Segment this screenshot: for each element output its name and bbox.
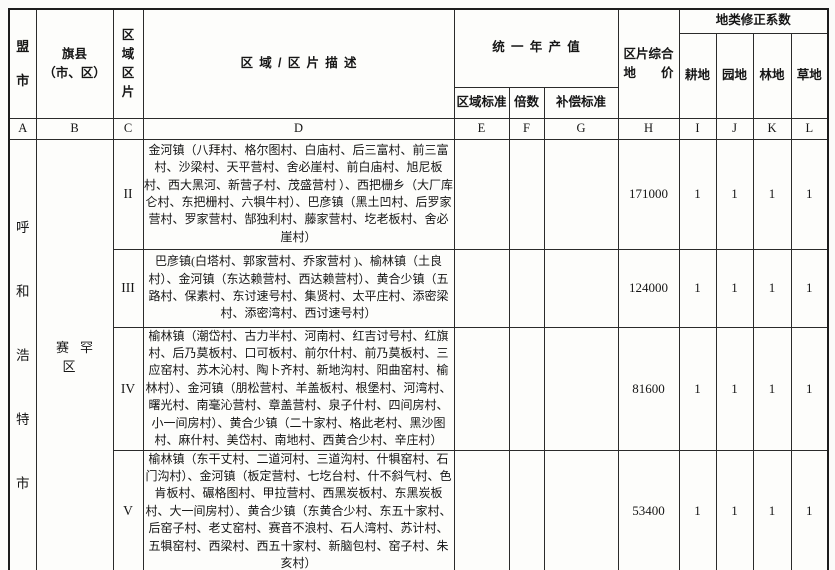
cell-zone-price: 53400	[617, 449, 680, 570]
header-zone-composite-price: 区片综合 地 价	[617, 8, 680, 119]
header-zone-column: 区域区片	[112, 8, 144, 119]
table-row-zone-2: 呼和浩特市 赛罕区 II 金河镇（八拜村、格尔图村、白庙村、后三富村、前三富村、…	[8, 138, 829, 570]
cell-multiplier	[508, 138, 545, 250]
header-league-city: 盟市	[8, 8, 37, 119]
cell-compensation-standard	[543, 449, 619, 570]
header-land-type-correction: 地类修正系数	[678, 8, 829, 34]
land-price-table: 盟市 旗县 （市、区） 区域区片 区域/区片描述 统一年产值 区片综合 地 价 …	[8, 8, 830, 570]
table-row-zone-5: V 榆林镇（东干丈村、二道河村、三道沟村、什犋窑村、石门沟村）、金河镇（板定营村…	[9, 449, 829, 570]
cell-coeff-grass: 1	[790, 449, 829, 570]
header-banner-county: 旗县 （市、区）	[35, 8, 114, 119]
column-letter-d: D	[142, 117, 455, 140]
table-row-zone-3: III 巴彦镇(白塔村、郭家营村、乔家营村 )、榆林镇（土良村）、金河镇（东达赖…	[9, 248, 829, 328]
column-letter-c: C	[112, 117, 144, 140]
cell-zone-price: 124000	[617, 248, 680, 328]
cell-compensation-standard	[543, 248, 619, 328]
column-letter-a: A	[8, 117, 37, 140]
column-letter-k: K	[752, 117, 792, 140]
cell-coeff-farmland: 1	[678, 326, 717, 451]
column-letter-l: L	[790, 117, 829, 140]
column-letter-b: B	[35, 117, 114, 140]
header-unified-annual-output: 统一年产值	[453, 8, 619, 88]
cell-coeff-garden: 1	[715, 138, 754, 250]
header-row-2: 耕地 园地 林地 草地	[9, 32, 829, 119]
column-letters-row: A B C D E F G H I J K L	[8, 117, 829, 140]
cell-coeff-forest: 1	[752, 138, 792, 250]
cell-coeff-grass: 1	[790, 138, 829, 250]
cell-coeff-garden: 1	[715, 449, 754, 570]
header-multiplier: 倍数	[508, 86, 545, 119]
header-forest-land: 林地	[752, 32, 792, 119]
column-letter-f: F	[508, 117, 545, 140]
cell-regional-standard	[453, 138, 510, 250]
cell-coeff-garden: 1	[715, 248, 754, 328]
column-letter-h: H	[617, 117, 680, 140]
cell-coeff-garden: 1	[715, 326, 754, 451]
cell-zone: V	[112, 449, 144, 570]
header-grassland: 草地	[790, 32, 829, 119]
cell-zone-description: 榆林镇（潮岱村、古力半村、河南村、红吉讨号村、红旗村、后乃莫板村、口可板村、前尔…	[142, 326, 455, 451]
header-row-1: 盟市 旗县 （市、区） 区域区片 区域/区片描述 统一年产值 区片综合 地 价 …	[8, 8, 829, 119]
cell-coeff-grass: 1	[790, 248, 829, 328]
cell-compensation-standard	[543, 326, 619, 451]
cell-regional-standard	[453, 248, 510, 328]
cell-coeff-forest: 1	[752, 449, 792, 570]
cell-regional-standard	[453, 449, 510, 570]
column-letter-e: E	[453, 117, 510, 140]
cell-regional-standard	[453, 326, 510, 451]
cell-league-city: 呼和浩特市	[8, 138, 37, 570]
header-regional-standard: 区域标准	[453, 86, 510, 119]
cell-zone-price: 171000	[617, 138, 680, 250]
cell-multiplier	[508, 449, 545, 570]
column-letter-i: I	[678, 117, 717, 140]
cell-zone-description: 榆林镇（东干丈村、二道河村、三道沟村、什犋窑村、石门沟村）、金河镇（板定营村、七…	[142, 449, 455, 570]
cell-banner-county: 赛罕区	[35, 138, 114, 570]
cell-compensation-standard	[543, 138, 619, 250]
cell-coeff-farmland: 1	[678, 138, 717, 250]
header-farmland: 耕地	[678, 32, 717, 119]
cell-zone-price: 81600	[617, 326, 680, 451]
cell-multiplier	[508, 326, 545, 451]
column-letter-j: J	[715, 117, 754, 140]
cell-coeff-forest: 1	[752, 248, 792, 328]
table-row-zone-4: IV 榆林镇（潮岱村、古力半村、河南村、红吉讨号村、红旗村、后乃莫板村、口可板村…	[9, 326, 829, 451]
column-letter-g: G	[543, 117, 619, 140]
league-city-label: 呼和浩特市	[15, 219, 30, 491]
cell-zone: II	[112, 138, 144, 250]
header-zone-description: 区域/区片描述	[142, 8, 455, 119]
cell-multiplier	[508, 248, 545, 328]
header-compensation-standard: 补偿标准	[543, 86, 619, 119]
header-row-3: 区域标准 倍数 补偿标准	[9, 86, 828, 119]
cell-coeff-farmland: 1	[678, 449, 717, 570]
cell-zone-description: 巴彦镇(白塔村、郭家营村、乔家营村 )、榆林镇（土良村）、金河镇（东达赖营村、西…	[142, 248, 455, 328]
cell-zone: III	[112, 248, 144, 328]
header-garden-land: 园地	[715, 32, 754, 119]
cell-zone: IV	[112, 326, 144, 451]
cell-coeff-forest: 1	[752, 326, 792, 451]
cell-zone-description: 金河镇（八拜村、格尔图村、白庙村、后三富村、前三富村、沙梁村、天平营村、舍必崖村…	[142, 138, 455, 250]
cell-coeff-farmland: 1	[678, 248, 717, 328]
header-zone-column-label: 区域区片	[121, 27, 135, 99]
cell-coeff-grass: 1	[790, 326, 829, 451]
header-league-city-label: 盟市	[16, 38, 30, 88]
